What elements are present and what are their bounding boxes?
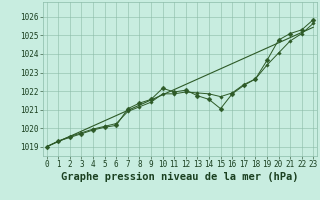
X-axis label: Graphe pression niveau de la mer (hPa): Graphe pression niveau de la mer (hPa)	[61, 172, 299, 182]
